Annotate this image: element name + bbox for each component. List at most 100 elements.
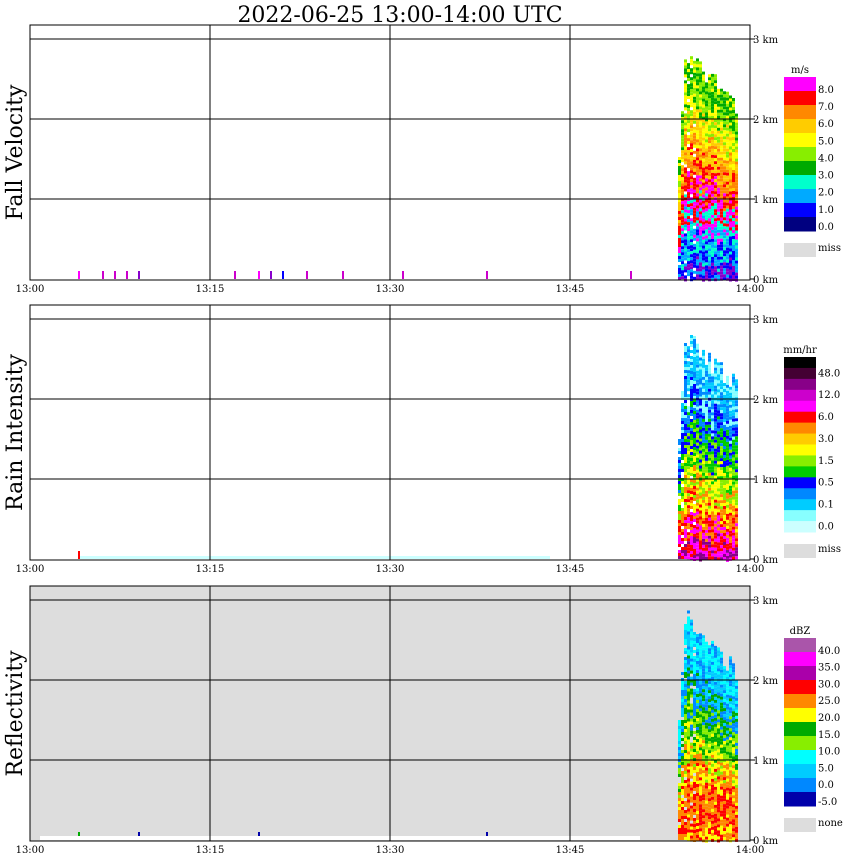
precip-cell bbox=[687, 445, 690, 449]
precip-cell bbox=[687, 180, 690, 184]
precip-cell bbox=[687, 153, 690, 157]
precip-cell bbox=[678, 487, 681, 490]
precip-cell bbox=[714, 212, 717, 216]
precip-cell bbox=[696, 121, 699, 125]
precip-cell bbox=[726, 480, 729, 484]
precip-cell bbox=[702, 382, 705, 386]
precip-cell bbox=[729, 119, 732, 123]
precip-cell bbox=[702, 520, 705, 524]
precip-cell bbox=[732, 759, 735, 763]
precip-cell bbox=[723, 524, 726, 527]
precip-cell bbox=[693, 414, 696, 417]
precip-cell bbox=[711, 727, 714, 731]
precip-cell bbox=[678, 250, 681, 253]
precip-cell bbox=[693, 513, 696, 516]
precip-cell bbox=[726, 811, 729, 815]
precip-cell bbox=[681, 517, 684, 520]
precip-cell bbox=[696, 769, 699, 772]
precip-cell bbox=[699, 468, 702, 472]
precip-cell bbox=[705, 364, 708, 368]
precip-cell bbox=[696, 685, 699, 688]
precip-cell bbox=[732, 795, 735, 799]
precip-cell bbox=[726, 742, 729, 746]
precip-cell bbox=[693, 165, 696, 169]
precip-cell bbox=[717, 470, 720, 474]
precip-cell bbox=[684, 789, 687, 792]
precip-cell bbox=[684, 119, 687, 123]
precip-cell bbox=[708, 807, 711, 811]
precip-cell bbox=[681, 243, 684, 247]
precip-cell bbox=[678, 762, 681, 765]
precip-cell bbox=[702, 104, 705, 108]
precip-cell bbox=[708, 472, 711, 476]
precip-cell bbox=[693, 108, 696, 112]
precip-cell bbox=[696, 373, 699, 377]
precip-cell bbox=[717, 175, 720, 179]
precip-cell bbox=[684, 463, 687, 466]
precip-cell bbox=[717, 253, 720, 257]
precip-cell bbox=[720, 711, 723, 715]
precip-cell bbox=[717, 226, 720, 230]
precip-cell bbox=[717, 788, 720, 792]
precip-cell bbox=[720, 232, 723, 236]
precip-cell bbox=[684, 104, 687, 108]
surface-mark bbox=[78, 271, 80, 279]
precip-cell bbox=[681, 144, 684, 148]
precip-cell bbox=[684, 699, 687, 702]
precip-cell bbox=[705, 265, 708, 269]
precip-cell bbox=[708, 517, 711, 521]
precip-cell bbox=[729, 785, 732, 789]
precip-cell bbox=[690, 404, 693, 407]
precip-cell bbox=[684, 361, 687, 364]
precip-cell bbox=[723, 196, 726, 200]
precip-cell bbox=[684, 696, 687, 699]
precip-cell bbox=[720, 530, 723, 534]
precip-cell bbox=[717, 827, 720, 831]
precip-cell bbox=[726, 802, 729, 806]
precip-cell bbox=[702, 203, 705, 207]
precip-cell bbox=[708, 795, 711, 799]
precip-cell bbox=[705, 85, 708, 89]
precip-cell bbox=[696, 367, 699, 371]
precip-cell bbox=[717, 100, 720, 104]
precip-cell bbox=[720, 807, 723, 811]
precip-cell bbox=[690, 374, 693, 377]
precip-cell bbox=[693, 192, 696, 196]
precip-cell bbox=[729, 545, 732, 549]
precip-cell bbox=[702, 713, 705, 717]
precip-cell bbox=[720, 244, 723, 248]
precip-cell bbox=[717, 127, 720, 131]
precip-cell bbox=[702, 764, 705, 768]
precip-cell bbox=[711, 196, 714, 200]
precip-cell bbox=[735, 766, 738, 770]
precip-cell bbox=[726, 757, 729, 761]
precip-cell bbox=[723, 705, 726, 709]
precip-cell bbox=[690, 230, 693, 234]
precip-cell bbox=[702, 469, 705, 473]
precip-cell bbox=[705, 142, 708, 146]
precip-cell bbox=[699, 807, 702, 811]
precip-cell bbox=[693, 186, 696, 190]
precip-cell bbox=[690, 712, 693, 716]
x-tick-label: 13:15 bbox=[196, 284, 225, 295]
precip-cell bbox=[735, 478, 738, 482]
precip-cell bbox=[732, 110, 735, 113]
precip-cell bbox=[681, 681, 684, 684]
precip-cell bbox=[732, 227, 735, 230]
precip-cell bbox=[717, 803, 720, 807]
precip-cell bbox=[690, 239, 693, 243]
precip-cell bbox=[702, 493, 705, 497]
precip-cell bbox=[678, 175, 681, 178]
precip-cell bbox=[693, 126, 696, 130]
precip-cell bbox=[732, 221, 735, 224]
precip-cell bbox=[705, 412, 708, 416]
precip-cell bbox=[699, 762, 702, 766]
precip-cell bbox=[735, 185, 738, 189]
precip-cell bbox=[684, 642, 687, 645]
precip-cell bbox=[687, 421, 690, 425]
precip-cell bbox=[726, 552, 729, 556]
precip-cell bbox=[723, 443, 726, 446]
precip-cell bbox=[726, 274, 729, 278]
precip-cell bbox=[690, 506, 693, 509]
precip-cell bbox=[699, 636, 702, 640]
